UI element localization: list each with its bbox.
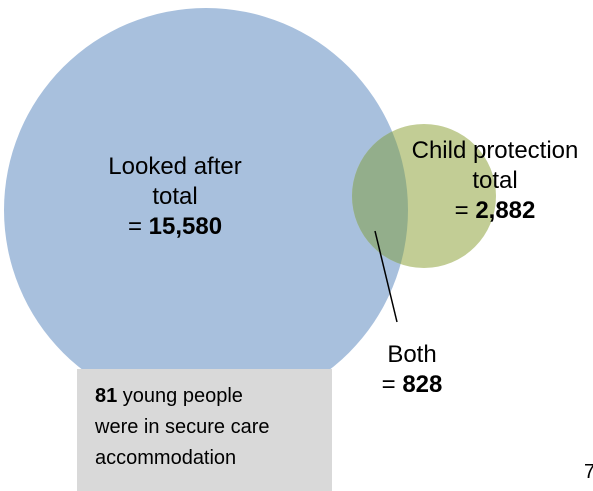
- both-equals: =: [381, 371, 403, 398]
- both-title: Both: [387, 341, 437, 368]
- looked-after-equals: =: [127, 213, 149, 240]
- child-protection-value-line: = 2,882: [390, 196, 593, 226]
- note-count: 81: [95, 385, 118, 407]
- note-line-1: 81 young people: [95, 381, 270, 412]
- looked-after-label: Looked after total = 15,580: [70, 152, 280, 242]
- both-label: Both = 828: [372, 340, 452, 400]
- note-line-2: were in secure care: [95, 416, 270, 438]
- note-line-3: accommodation: [95, 447, 237, 469]
- secure-care-note-text: 81 young people were in secure care acco…: [95, 381, 270, 474]
- page-number: 7: [584, 461, 593, 483]
- both-value-line: = 828: [372, 370, 452, 400]
- both-value: 828: [402, 371, 443, 398]
- child-protection-value: 2,882: [475, 197, 536, 224]
- child-protection-title: Child protection: [411, 137, 579, 164]
- both-pointer-line: [374, 230, 398, 323]
- child-protection-label: Child protection total = 2,882: [390, 136, 593, 226]
- secure-care-note-box: 81 young people were in secure care acco…: [77, 369, 332, 491]
- note-line-1-rest: young people: [117, 385, 243, 407]
- looked-after-title: Looked after: [108, 153, 242, 180]
- child-protection-subtitle: total: [472, 167, 518, 194]
- looked-after-value-line: = 15,580: [70, 212, 280, 242]
- looked-after-subtitle: total: [152, 183, 198, 210]
- child-protection-equals: =: [454, 197, 476, 224]
- looked-after-circle: [4, 8, 408, 412]
- looked-after-value: 15,580: [148, 213, 223, 240]
